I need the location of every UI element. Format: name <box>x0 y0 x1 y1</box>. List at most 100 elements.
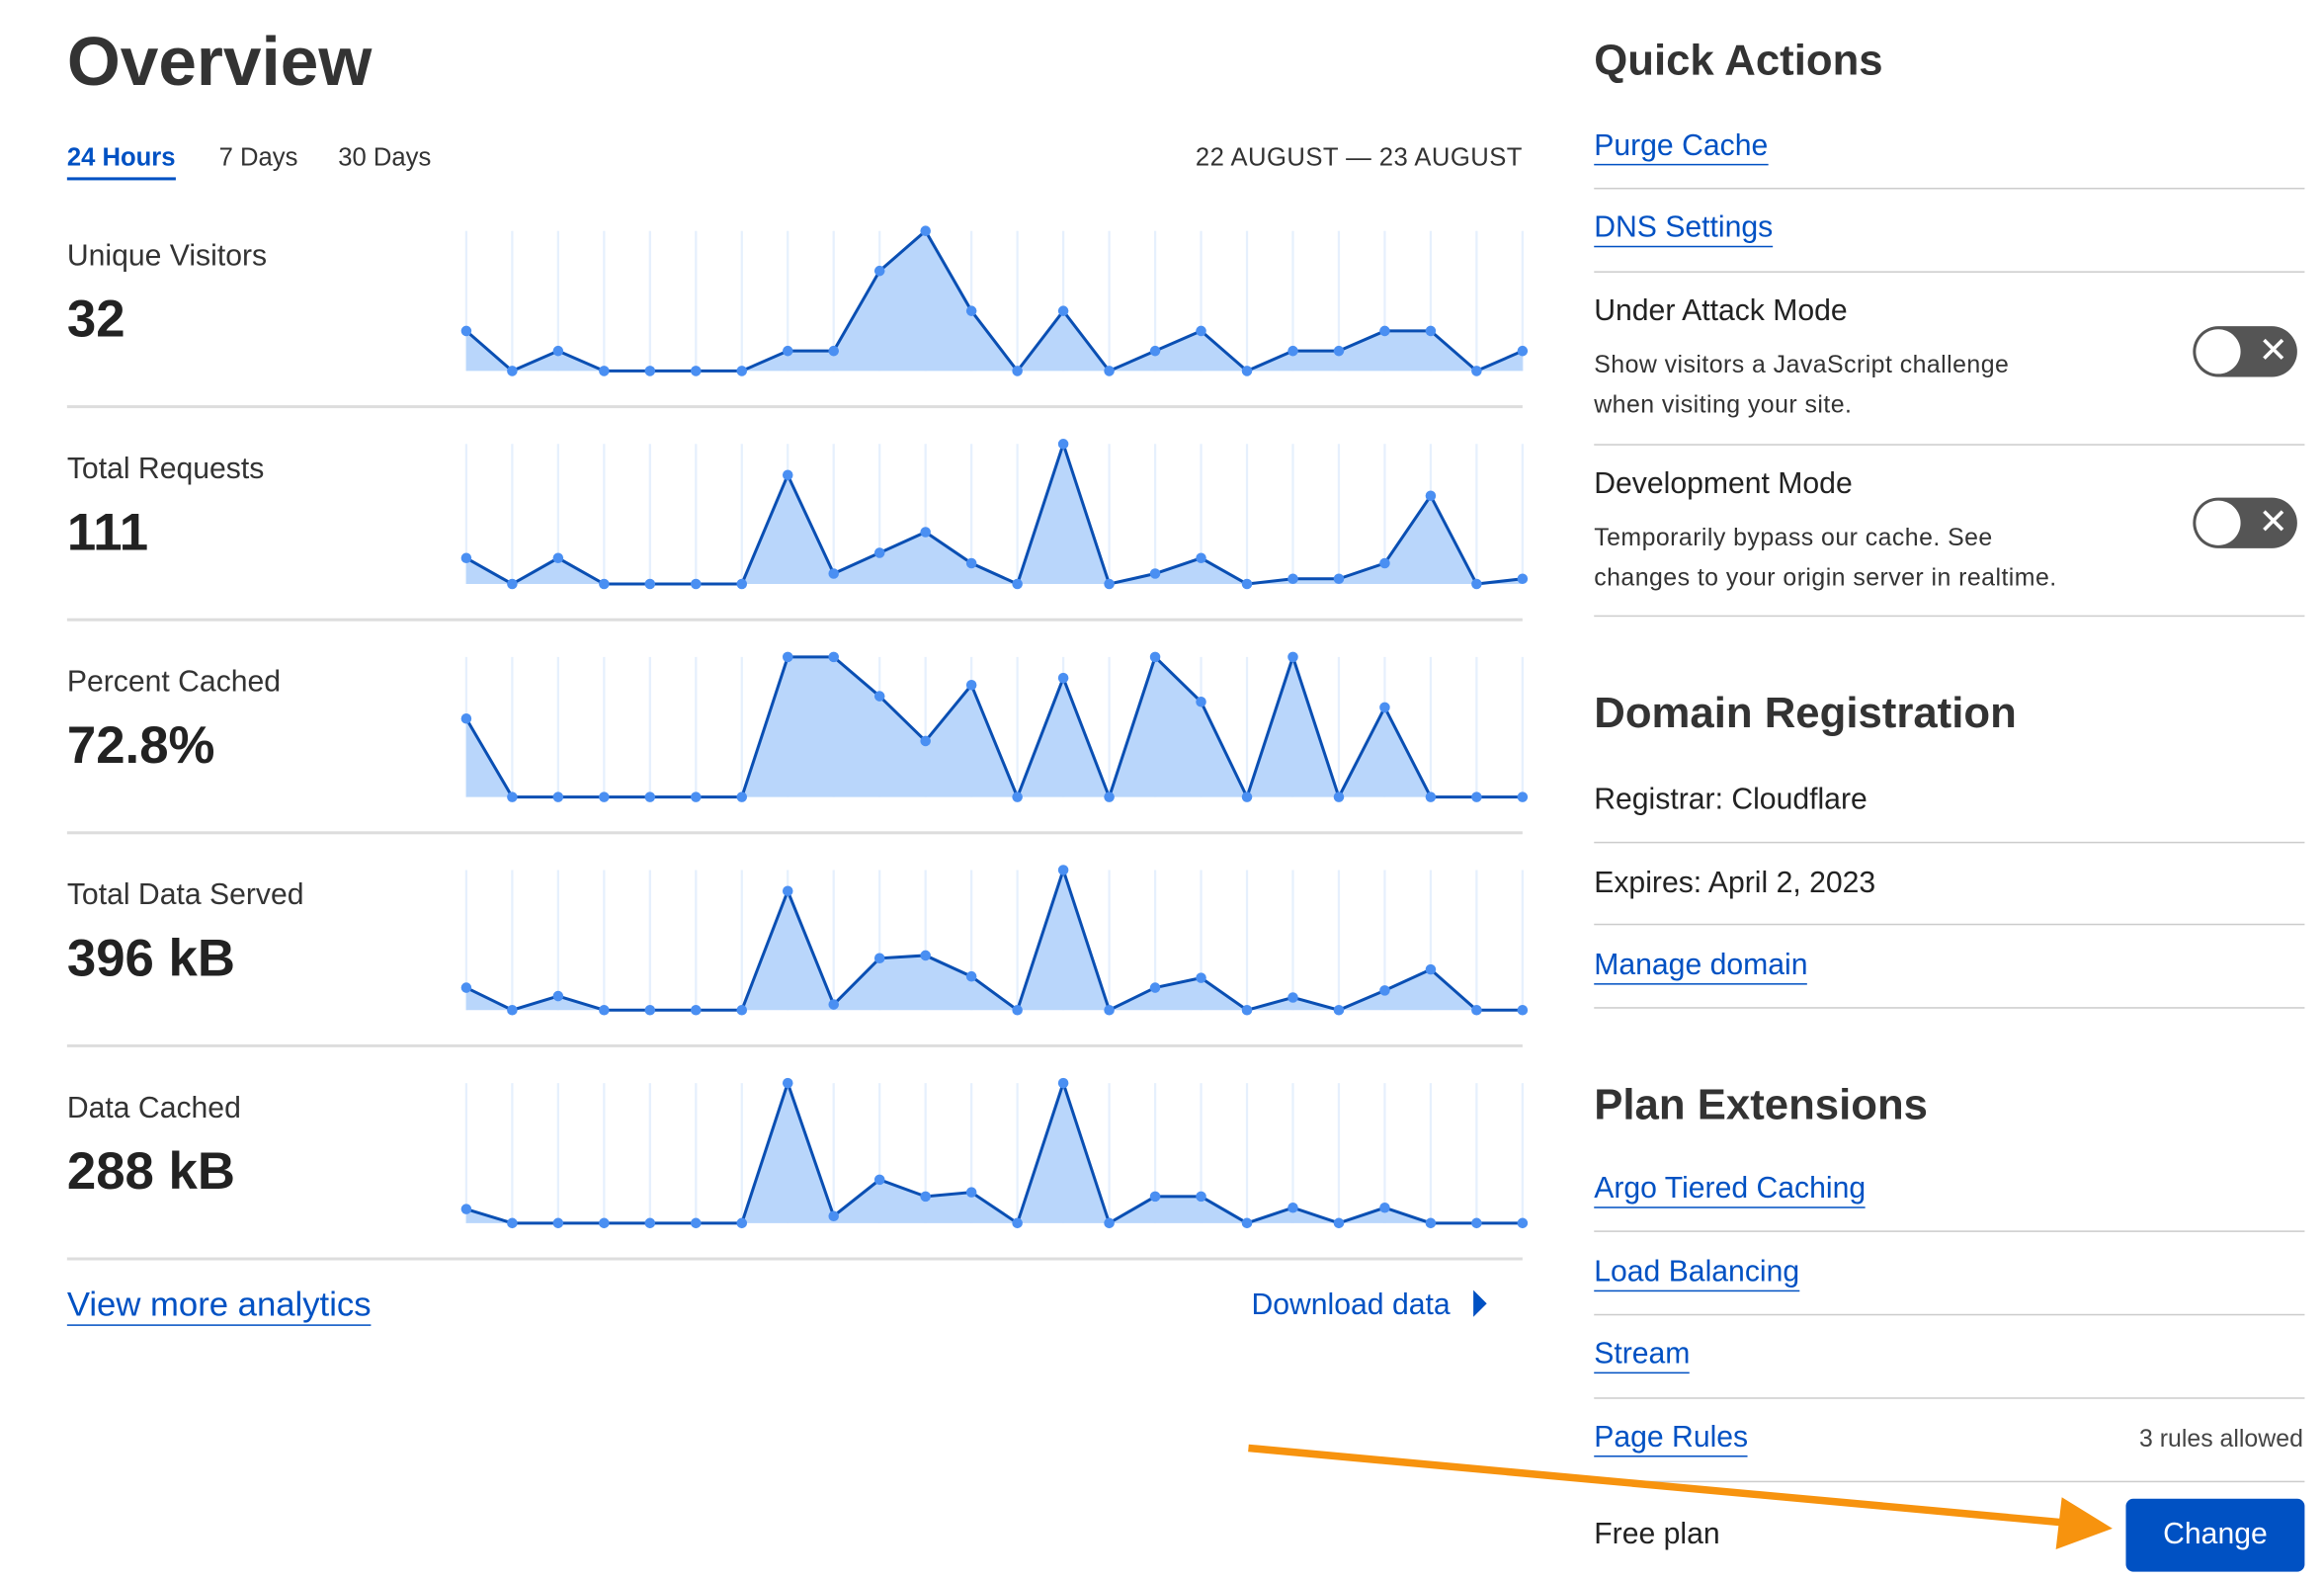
argo-tiered-caching-link[interactable]: Argo Tiered Caching <box>1594 1173 1867 1208</box>
data-point[interactable] <box>1333 573 1345 585</box>
data-point[interactable] <box>1333 1217 1345 1229</box>
dns-settings-link[interactable]: DNS Settings <box>1594 211 1774 248</box>
data-point[interactable] <box>552 990 564 1002</box>
stream-link[interactable]: Stream <box>1594 1338 1691 1374</box>
data-point[interactable] <box>691 578 702 590</box>
purge-cache-link[interactable]: Purge Cache <box>1594 129 1769 166</box>
data-point[interactable] <box>691 366 702 376</box>
data-point[interactable] <box>1517 1004 1529 1016</box>
data-point[interactable] <box>1149 982 1161 993</box>
data-point[interactable] <box>1196 1191 1206 1203</box>
data-point[interactable] <box>599 366 610 376</box>
data-point[interactable] <box>920 527 931 538</box>
data-point[interactable] <box>1333 345 1345 357</box>
data-point[interactable] <box>736 1004 748 1016</box>
data-point[interactable] <box>1379 325 1390 337</box>
tab-30-days[interactable]: 30 Days <box>338 142 432 172</box>
data-point[interactable] <box>552 1217 564 1229</box>
data-point[interactable] <box>782 345 793 357</box>
data-point[interactable] <box>920 1191 931 1203</box>
data-point[interactable] <box>828 999 839 1010</box>
data-point[interactable] <box>644 366 656 376</box>
data-point[interactable] <box>1104 791 1115 802</box>
data-point[interactable] <box>1425 1217 1437 1229</box>
data-point[interactable] <box>873 691 885 702</box>
data-point[interactable] <box>507 578 518 590</box>
data-point[interactable] <box>599 1217 610 1229</box>
data-point[interactable] <box>1471 791 1482 802</box>
data-point[interactable] <box>736 578 748 590</box>
data-point[interactable] <box>460 982 472 993</box>
data-point[interactable] <box>1057 865 1069 875</box>
data-point[interactable] <box>507 366 518 376</box>
data-point[interactable] <box>1012 578 1023 590</box>
data-point[interactable] <box>1196 325 1206 337</box>
data-point[interactable] <box>920 225 931 236</box>
data-point[interactable] <box>1287 345 1298 357</box>
data-point[interactable] <box>691 791 702 802</box>
data-point[interactable] <box>1379 1202 1390 1213</box>
data-point[interactable] <box>1241 791 1253 802</box>
data-point[interactable] <box>1425 963 1437 975</box>
data-point[interactable] <box>1012 1217 1023 1229</box>
data-point[interactable] <box>1149 1191 1161 1203</box>
data-point[interactable] <box>1196 972 1206 983</box>
data-point[interactable] <box>507 791 518 802</box>
data-point[interactable] <box>828 345 839 357</box>
data-point[interactable] <box>1057 1077 1069 1089</box>
under-attack-mode-toggle[interactable]: ✕ <box>2193 326 2297 377</box>
data-point[interactable] <box>1241 578 1253 590</box>
data-point[interactable] <box>1471 1004 1482 1016</box>
data-point[interactable] <box>1471 366 1482 376</box>
data-point[interactable] <box>873 547 885 558</box>
data-point[interactable] <box>1517 791 1529 802</box>
data-point[interactable] <box>920 735 931 747</box>
view-more-analytics-link[interactable]: View more analytics <box>66 1285 372 1326</box>
data-point[interactable] <box>1517 1217 1529 1229</box>
tab-24-hours[interactable]: 24 Hours <box>66 143 176 181</box>
data-point[interactable] <box>1425 791 1437 802</box>
data-point[interactable] <box>1057 439 1069 450</box>
data-point[interactable] <box>873 265 885 277</box>
data-point[interactable] <box>1517 573 1529 585</box>
data-point[interactable] <box>507 1004 518 1016</box>
data-point[interactable] <box>691 1217 702 1229</box>
data-point[interactable] <box>552 345 564 357</box>
data-point[interactable] <box>1517 345 1529 357</box>
change-plan-button[interactable]: Change <box>2125 1498 2305 1572</box>
data-point[interactable] <box>965 305 977 316</box>
data-point[interactable] <box>1287 651 1298 663</box>
tab-7-days[interactable]: 7 Days <box>218 142 298 172</box>
data-point[interactable] <box>1196 552 1206 564</box>
data-point[interactable] <box>460 325 472 337</box>
load-balancing-link[interactable]: Load Balancing <box>1594 1256 1800 1292</box>
data-point[interactable] <box>920 950 931 961</box>
data-point[interactable] <box>828 651 839 663</box>
data-point[interactable] <box>1425 325 1437 337</box>
data-point[interactable] <box>873 953 885 964</box>
data-point[interactable] <box>1149 568 1161 579</box>
data-point[interactable] <box>552 552 564 564</box>
data-point[interactable] <box>644 1004 656 1016</box>
data-point[interactable] <box>1104 366 1115 376</box>
data-point[interactable] <box>873 1174 885 1186</box>
data-point[interactable] <box>1287 992 1298 1003</box>
data-point[interactable] <box>782 469 793 481</box>
data-point[interactable] <box>1471 578 1482 590</box>
data-point[interactable] <box>1241 1004 1253 1016</box>
data-point[interactable] <box>1379 702 1390 713</box>
data-point[interactable] <box>1241 1217 1253 1229</box>
data-point[interactable] <box>782 1077 793 1089</box>
data-point[interactable] <box>1149 651 1161 663</box>
data-point[interactable] <box>1333 1004 1345 1016</box>
data-point[interactable] <box>965 1187 977 1198</box>
data-point[interactable] <box>644 578 656 590</box>
data-point[interactable] <box>1012 791 1023 802</box>
data-point[interactable] <box>1287 573 1298 585</box>
data-point[interactable] <box>965 557 977 569</box>
data-point[interactable] <box>1104 578 1115 590</box>
data-point[interactable] <box>965 970 977 982</box>
data-point[interactable] <box>1012 366 1023 376</box>
data-point[interactable] <box>460 712 472 724</box>
data-point[interactable] <box>460 552 472 564</box>
